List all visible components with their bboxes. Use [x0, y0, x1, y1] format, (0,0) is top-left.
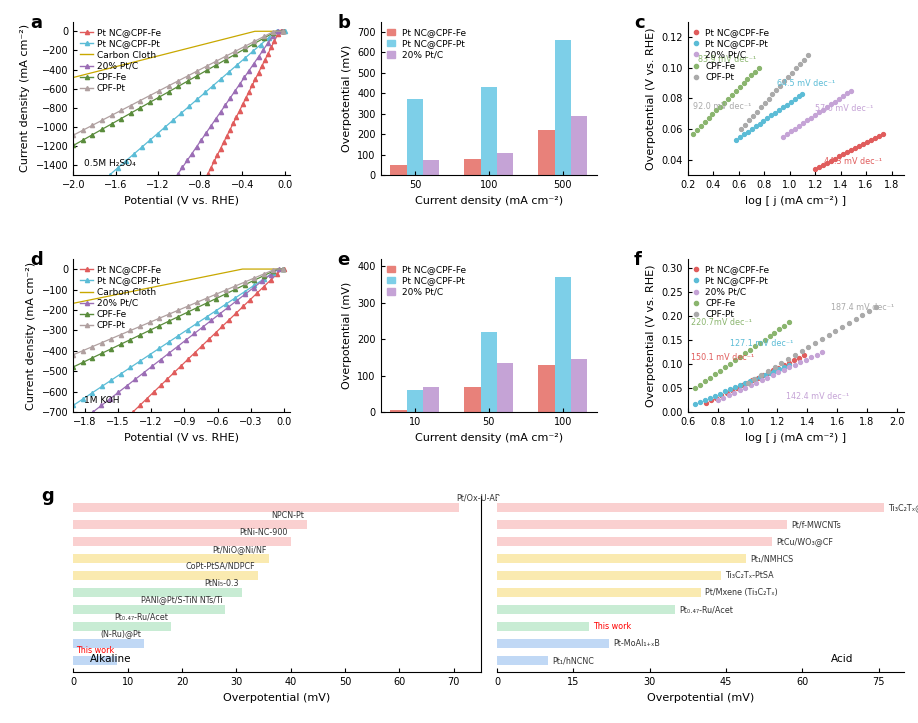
Text: 44.3 mV dec⁻¹: 44.3 mV dec⁻¹: [824, 158, 882, 166]
Y-axis label: Overpotential (V vs. RHE): Overpotential (V vs. RHE): [646, 265, 655, 407]
Text: Ti₃C₂Tₓ@Pt/SWCNT: Ti₃C₂Tₓ@Pt/SWCNT: [888, 503, 918, 513]
Bar: [73, 555, 269, 563]
Text: a: a: [30, 14, 42, 32]
Text: Pt/Ox-U-AB: Pt/Ox-U-AB: [456, 494, 500, 502]
Text: b: b: [338, 14, 351, 32]
Bar: [407, 390, 423, 412]
X-axis label: Current density (mA cm⁻²): Current density (mA cm⁻²): [415, 195, 563, 205]
Bar: [73, 656, 117, 665]
Bar: [465, 159, 481, 175]
Text: 220.7mV dec⁻¹: 220.7mV dec⁻¹: [691, 318, 752, 327]
Text: Pt/f-MWCNTs: Pt/f-MWCNTs: [791, 521, 841, 529]
Bar: [407, 99, 423, 175]
Text: 187.4 mV dec⁻¹: 187.4 mV dec⁻¹: [831, 303, 894, 312]
Bar: [497, 656, 548, 665]
Bar: [73, 623, 171, 631]
Bar: [73, 605, 226, 614]
Text: e: e: [338, 251, 350, 269]
Bar: [497, 639, 609, 648]
Legend: Pt NC@CPF-Fe, Pt NC@CPF-Pt, 20% Pt/C, CPF-Fe, CPF-Pt: Pt NC@CPF-Fe, Pt NC@CPF-Pt, 20% Pt/C, CP…: [692, 263, 771, 321]
Bar: [497, 537, 772, 546]
Bar: [73, 571, 258, 580]
Legend: Pt NC@CPF-Fe, Pt NC@CPF-Pt, Carbon Cloth, 20% Pt/C, CPF-Fe, CPF-Pt: Pt NC@CPF-Fe, Pt NC@CPF-Pt, Carbon Cloth…: [78, 263, 162, 333]
Text: 150.1 mV dec⁻¹: 150.1 mV dec⁻¹: [691, 354, 754, 362]
X-axis label: log [ j (mA cm⁻²) ]: log [ j (mA cm⁻²) ]: [745, 432, 846, 442]
Bar: [554, 277, 571, 412]
Text: 92.0 mV dec⁻¹: 92.0 mV dec⁻¹: [693, 102, 751, 111]
Text: 127.1 mV dec⁻¹: 127.1 mV dec⁻¹: [730, 339, 793, 348]
Legend: Pt NC@CPF-Fe, Pt NC@CPF-Pt, 20% Pt/C: Pt NC@CPF-Fe, Pt NC@CPF-Pt, 20% Pt/C: [386, 263, 468, 299]
X-axis label: Overpotential (mV): Overpotential (mV): [223, 693, 330, 703]
Bar: [423, 160, 440, 175]
Text: 0.5M H₂SO₄: 0.5M H₂SO₄: [84, 159, 136, 168]
Bar: [571, 359, 588, 412]
Text: Pt₀.₄₇-Ru/Acet: Pt₀.₄₇-Ru/Acet: [115, 612, 169, 622]
Bar: [554, 40, 571, 175]
Text: 57.6 mV dec⁻¹: 57.6 mV dec⁻¹: [815, 103, 874, 113]
Text: (N-Ru)@Pt: (N-Ru)@Pt: [100, 630, 141, 638]
Text: g: g: [41, 487, 53, 505]
Text: Alkaline: Alkaline: [90, 654, 131, 664]
Bar: [481, 87, 497, 175]
X-axis label: Potential (V vs. RHE): Potential (V vs. RHE): [124, 195, 239, 205]
Y-axis label: Overpotential (mV): Overpotential (mV): [341, 45, 352, 152]
Bar: [538, 364, 554, 412]
Text: Acid: Acid: [831, 654, 854, 664]
Text: Pt-MoAl₁₊ₓB: Pt-MoAl₁₊ₓB: [613, 639, 660, 648]
Bar: [390, 411, 407, 412]
Text: Pt₁/hNCNC: Pt₁/hNCNC: [552, 656, 594, 665]
Y-axis label: Overpotential (mV): Overpotential (mV): [341, 282, 352, 389]
Text: Pt/NiO@Ni/NF: Pt/NiO@Ni/NF: [212, 544, 266, 554]
Bar: [465, 387, 481, 412]
Text: Pt/Mxene (Ti₃C₂Tₓ): Pt/Mxene (Ti₃C₂Tₓ): [705, 589, 778, 597]
Text: f: f: [633, 251, 642, 269]
Bar: [497, 589, 700, 597]
Text: 1M KOH: 1M KOH: [84, 396, 119, 405]
Y-axis label: Overpotential (V vs. RHE): Overpotential (V vs. RHE): [646, 27, 656, 170]
Bar: [497, 521, 787, 529]
Text: NPCN-Pt: NPCN-Pt: [272, 510, 304, 520]
Bar: [497, 503, 884, 513]
Text: Pt₁/NMHCS: Pt₁/NMHCS: [751, 555, 794, 563]
Legend: Pt NC@CPF-Fe, Pt NC@CPF-Pt, 20% Pt/C, CPF-Fe, CPF-Pt: Pt NC@CPF-Fe, Pt NC@CPF-Pt, 20% Pt/C, CP…: [692, 26, 771, 84]
Text: d: d: [30, 251, 43, 269]
Text: Ti₃C₂Tₓ-PtSA: Ti₃C₂Tₓ-PtSA: [725, 571, 774, 580]
Bar: [73, 537, 291, 546]
Bar: [423, 388, 440, 412]
Bar: [73, 589, 241, 597]
Bar: [571, 116, 588, 175]
Text: 64.5 mV dec⁻¹: 64.5 mV dec⁻¹: [777, 79, 835, 88]
Y-axis label: Current density (mA cm⁻²): Current density (mA cm⁻²): [20, 25, 30, 173]
Text: Pt₀.₄₇-Ru/Acet: Pt₀.₄₇-Ru/Acet: [679, 605, 733, 614]
Y-axis label: Current density (mA cm⁻²): Current density (mA cm⁻²): [27, 262, 37, 410]
Bar: [497, 605, 675, 614]
Text: 142.4 mV dec⁻¹: 142.4 mV dec⁻¹: [787, 392, 849, 401]
Bar: [390, 165, 407, 175]
Text: 83.9 mV dec⁻¹: 83.9 mV dec⁻¹: [698, 54, 756, 64]
Legend: Pt NC@CPF-Fe, Pt NC@CPF-Pt, Carbon Cloth, 20% Pt/C, CPF-Fe, CPF-Pt: Pt NC@CPF-Fe, Pt NC@CPF-Pt, Carbon Cloth…: [78, 26, 162, 95]
Bar: [497, 623, 588, 631]
Legend: Pt NC@CPF-Fe, Pt NC@CPF-Pt, 20% Pt/C: Pt NC@CPF-Fe, Pt NC@CPF-Pt, 20% Pt/C: [386, 26, 468, 61]
Bar: [497, 363, 513, 412]
Bar: [497, 555, 746, 563]
Text: This work: This work: [76, 646, 114, 656]
Text: CoPt-PtSA/NDPCF: CoPt-PtSA/NDPCF: [185, 562, 255, 570]
Text: PtNi-NC-900: PtNi-NC-900: [240, 528, 288, 536]
Text: This work: This work: [593, 622, 631, 631]
Text: c: c: [633, 14, 644, 32]
X-axis label: Potential (V vs. RHE): Potential (V vs. RHE): [124, 432, 239, 442]
Bar: [538, 130, 554, 175]
X-axis label: log [ j (mA cm⁻²) ]: log [ j (mA cm⁻²) ]: [745, 195, 846, 205]
Text: PtNi₅-0.3: PtNi₅-0.3: [205, 578, 239, 588]
Bar: [481, 332, 497, 412]
Bar: [73, 521, 307, 529]
Text: PANI@Pt/S-TiN NTs/Ti: PANI@Pt/S-TiN NTs/Ti: [141, 596, 223, 604]
Text: PtCu/WO₃@CF: PtCu/WO₃@CF: [776, 537, 833, 547]
Bar: [497, 153, 513, 175]
X-axis label: Overpotential (mV): Overpotential (mV): [647, 693, 755, 703]
Bar: [73, 639, 144, 648]
X-axis label: Current density (mA cm⁻²): Current density (mA cm⁻²): [415, 432, 563, 442]
Bar: [73, 503, 459, 513]
Bar: [497, 571, 721, 580]
